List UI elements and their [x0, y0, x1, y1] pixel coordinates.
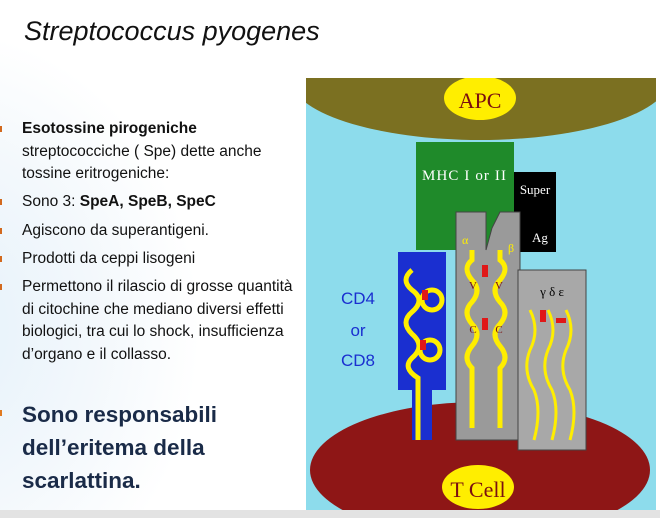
- bullet-text: Permettono il rilascio di grosse quantit…: [22, 278, 293, 363]
- superag-label: Ag: [532, 230, 548, 245]
- superag-label: Super: [520, 182, 551, 197]
- c-label: C: [495, 324, 502, 336]
- bullet-text: Prodotti da ceppi lisogeni: [22, 250, 196, 267]
- bullet-marker: [0, 410, 2, 416]
- bullet-marker: [0, 256, 2, 262]
- bullet: Permettono il rilascio di grosse quantit…: [0, 276, 297, 366]
- bullet-text: Sono 3:: [22, 193, 80, 210]
- bullet: Esotossine pirogeniche streptococciche ( …: [0, 118, 307, 186]
- slide-title: Streptococcus pyogenes: [24, 16, 320, 46]
- chains-label: γ δ ε: [539, 284, 564, 299]
- bullet: Agiscono da superantigeni.: [0, 220, 307, 243]
- bottom-strip: [0, 510, 660, 518]
- bullet-marker: [0, 228, 2, 234]
- bullet-text: streptococciche ( Spe) dette anche tossi…: [22, 142, 262, 183]
- cd-label: CD4: [341, 289, 375, 308]
- cd-label: CD8: [341, 351, 375, 370]
- highlight-text: Sono responsabili dell’eritema della sca…: [22, 402, 218, 493]
- bullet-bold: SpeA, SpeB, SpeC: [79, 193, 216, 210]
- tcell-label: T Cell: [450, 477, 505, 502]
- v-label: V: [495, 280, 503, 292]
- alpha-label: α: [462, 233, 469, 247]
- folds: [403, 250, 576, 441]
- highlight: Sono responsabili dell’eritema della sca…: [0, 398, 292, 497]
- superag: [514, 172, 556, 252]
- bullet: Sono 3: SpeA, SpeB, SpeC: [0, 191, 307, 214]
- apc-label: APC: [459, 88, 502, 113]
- apc-oval: [444, 78, 516, 120]
- tcell-oval: [442, 465, 514, 509]
- bullet-bold: Esotossine pirogeniche: [22, 120, 197, 137]
- beta-label: β: [508, 241, 514, 255]
- bullet: Prodotti da ceppi lisogeni: [0, 248, 307, 271]
- bullet-marker: [0, 126, 2, 132]
- mhc-label: MHC I or II: [422, 168, 506, 184]
- diagram-body: APC MHC I or II Super Ag CD4 or CD8 α β …: [306, 78, 656, 510]
- cd-label: or: [350, 321, 365, 340]
- v-label: V: [469, 280, 477, 292]
- bullet-marker: [0, 199, 2, 205]
- bullet-text: Agiscono da superantigeni.: [22, 222, 209, 239]
- c-label: C: [469, 324, 476, 336]
- disulfide: [420, 265, 566, 350]
- bullet-marker: [0, 284, 2, 290]
